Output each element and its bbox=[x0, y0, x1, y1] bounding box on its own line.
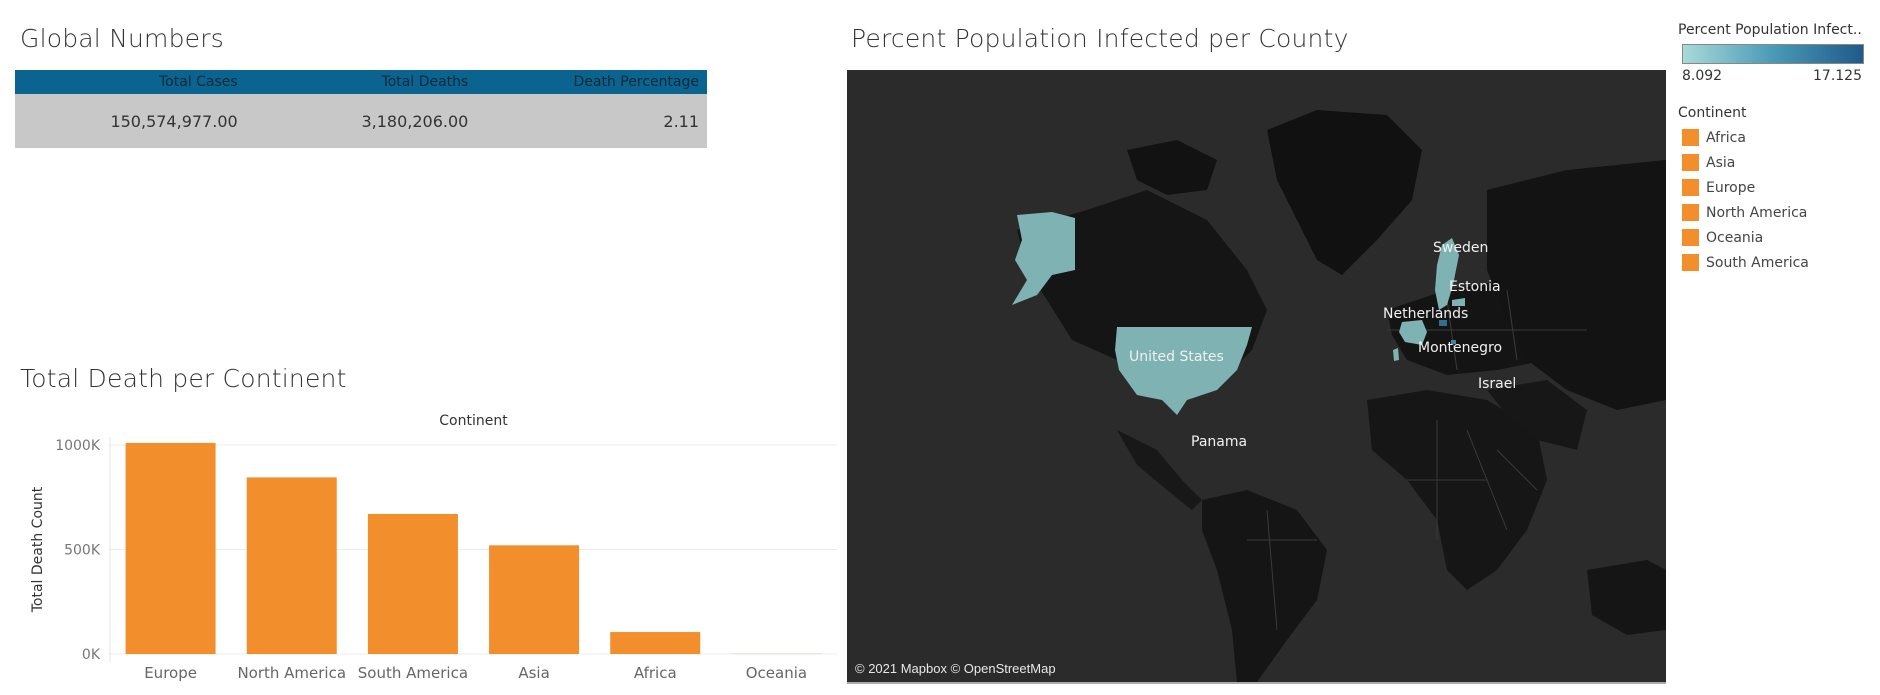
deaths-section-title: Total Death per Continent bbox=[20, 364, 347, 393]
region-sweden[interactable] bbox=[1435, 238, 1459, 310]
color-legend: Percent Population Infect.. 8.092 17.125 bbox=[1678, 22, 1873, 84]
continent-legend: Continent Africa Asia Europe North Ameri… bbox=[1678, 105, 1809, 275]
land-south-america bbox=[1202, 490, 1327, 682]
color-ramp bbox=[1682, 44, 1864, 64]
legend-swatch bbox=[1682, 254, 1699, 271]
table-row[interactable]: 150,574,977.00 3,180,206.00 2.11 bbox=[15, 94, 707, 148]
land-australia bbox=[1587, 560, 1666, 635]
table-header-row: Total Cases Total Deaths Death Percentag… bbox=[15, 70, 707, 94]
land-asia bbox=[1487, 160, 1666, 410]
region-portugal[interactable] bbox=[1393, 348, 1399, 361]
region-netherlands[interactable] bbox=[1439, 320, 1447, 326]
cell-total-cases: 150,574,977.00 bbox=[110, 111, 238, 131]
land-africa bbox=[1367, 390, 1547, 590]
header-total-cases[interactable]: Total Cases bbox=[158, 74, 238, 90]
legend-swatch bbox=[1682, 179, 1699, 196]
legend-label: Europe bbox=[1706, 179, 1756, 196]
region-france[interactable] bbox=[1399, 320, 1427, 345]
y-tick-label: 1000K bbox=[55, 438, 101, 454]
bar-europe[interactable] bbox=[125, 442, 216, 654]
region-united-states[interactable] bbox=[1115, 327, 1252, 415]
continent-legend-title[interactable]: Continent bbox=[1678, 105, 1747, 121]
cell-total-deaths: 3,180,206.00 bbox=[361, 111, 469, 131]
map-label-israel: Israel bbox=[1478, 376, 1517, 392]
color-legend-title[interactable]: Percent Population Infect.. bbox=[1678, 22, 1862, 38]
x-tick-label: Europe bbox=[144, 664, 197, 682]
map-label-panama: Panama bbox=[1191, 434, 1248, 450]
map-section-title: Percent Population Infected per County bbox=[851, 24, 1349, 53]
legend-label: North America bbox=[1706, 204, 1808, 221]
color-legend-max: 17.125 bbox=[1813, 68, 1862, 84]
legend-label: Africa bbox=[1706, 129, 1746, 146]
x-tick-label: North America bbox=[237, 664, 346, 682]
header-total-deaths[interactable]: Total Deaths bbox=[381, 74, 469, 90]
color-legend-min: 8.092 bbox=[1682, 68, 1723, 84]
bar-north-america[interactable] bbox=[246, 477, 337, 654]
map-label-montenegro: Montenegro bbox=[1418, 340, 1503, 356]
map-label-united-states: United States bbox=[1129, 349, 1224, 365]
legend-item-south-america[interactable]: South America bbox=[1678, 250, 1809, 275]
header-death-percentage[interactable]: Death Percentage bbox=[573, 74, 700, 90]
land-central-america bbox=[1117, 430, 1202, 510]
region-estonia[interactable] bbox=[1452, 298, 1465, 306]
x-tick-label: South America bbox=[358, 664, 468, 682]
chart-header: Continent bbox=[439, 413, 508, 429]
legend-item-oceania[interactable]: Oceania bbox=[1678, 225, 1809, 250]
x-tick-label: Africa bbox=[634, 664, 677, 682]
y-tick-label: 0K bbox=[82, 647, 101, 663]
region-alaska[interactable] bbox=[1012, 212, 1075, 305]
cell-death-percentage: 2.11 bbox=[663, 111, 700, 131]
y-axis-label: Total Death Count bbox=[30, 486, 46, 613]
legend-item-europe[interactable]: Europe bbox=[1678, 175, 1809, 200]
legend-label: South America bbox=[1706, 254, 1809, 271]
legend-swatch bbox=[1682, 129, 1699, 146]
global-numbers-table: Total Cases Total Deaths Death Percentag… bbox=[15, 70, 707, 148]
death-bar-chart: Continent 0K 500K 1000K Total Death Count Eur… bbox=[30, 413, 837, 682]
global-numbers-title: Global Numbers bbox=[20, 24, 224, 53]
legend-swatch bbox=[1682, 229, 1699, 246]
legend-swatch bbox=[1682, 154, 1699, 171]
country-borders bbox=[1247, 289, 1587, 631]
bar-asia[interactable] bbox=[489, 545, 580, 654]
map-panel[interactable]: Sweden Estonia Netherlands United States… bbox=[847, 70, 1666, 684]
map-label-netherlands: Netherlands bbox=[1383, 306, 1469, 322]
x-tick-label: Oceania bbox=[746, 664, 807, 682]
land-greenland bbox=[1267, 110, 1422, 275]
bar-africa[interactable] bbox=[610, 632, 701, 654]
legend-item-north-america[interactable]: North America bbox=[1678, 200, 1809, 225]
map-credit[interactable]: © 2021 Mapbox © OpenStreetMap bbox=[855, 661, 1056, 676]
land-arctic-islands bbox=[1127, 140, 1217, 195]
x-tick-label: Asia bbox=[518, 664, 549, 682]
legend-swatch bbox=[1682, 204, 1699, 221]
world-map[interactable] bbox=[847, 70, 1666, 682]
map-label-estonia: Estonia bbox=[1449, 279, 1501, 295]
bar-south-america[interactable] bbox=[367, 513, 458, 654]
legend-item-asia[interactable]: Asia bbox=[1678, 150, 1809, 175]
region-montenegro[interactable] bbox=[1451, 340, 1456, 344]
y-tick-label: 500K bbox=[64, 543, 101, 559]
legend-label: Oceania bbox=[1706, 229, 1764, 246]
land-middle-east bbox=[1487, 380, 1587, 450]
legend-label: Asia bbox=[1706, 154, 1736, 171]
map-label-sweden: Sweden bbox=[1433, 240, 1489, 256]
legend-item-africa[interactable]: Africa bbox=[1678, 125, 1809, 150]
